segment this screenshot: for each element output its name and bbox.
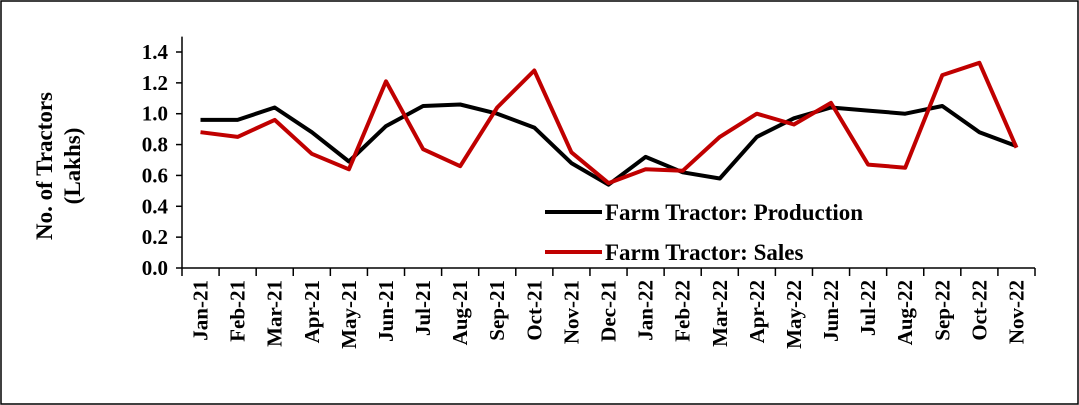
y-tick-label: 0.0 bbox=[142, 256, 168, 280]
x-tick-label: Oct-21 bbox=[522, 280, 546, 341]
x-tick-label: Aug-22 bbox=[893, 280, 917, 345]
x-tick-label: Sep-21 bbox=[485, 280, 509, 341]
y-tick-label: 0.2 bbox=[142, 225, 168, 249]
x-tick-label: May-21 bbox=[337, 280, 361, 349]
y-tick-label: 0.6 bbox=[142, 163, 168, 187]
x-tick-label: Dec-21 bbox=[597, 280, 621, 342]
x-tick-label: Nov-22 bbox=[1004, 280, 1028, 344]
x-tick-label: Sep-22 bbox=[930, 280, 954, 341]
legend-label: Farm Tractor: Sales bbox=[605, 240, 803, 265]
x-tick-label: Jun-22 bbox=[819, 280, 843, 342]
x-tick-label: Jul-22 bbox=[856, 280, 880, 336]
y-tick-label: 0.4 bbox=[142, 194, 169, 218]
x-tick-label: Jun-21 bbox=[374, 280, 398, 342]
x-tick-label: Feb-21 bbox=[226, 280, 250, 342]
x-tick-label: Mar-22 bbox=[708, 280, 732, 347]
y-axis-label-line: No. of Tractors bbox=[32, 92, 57, 240]
y-tick-label: 1.0 bbox=[142, 102, 168, 126]
x-tick-label: Apr-21 bbox=[300, 280, 324, 343]
y-tick-label: 1.4 bbox=[142, 40, 169, 64]
y-axis-label-line: (Lakhs) bbox=[60, 128, 85, 205]
y-tick-label: 0.8 bbox=[142, 133, 168, 157]
legend-label: Farm Tractor: Production bbox=[605, 200, 863, 225]
x-tick-label: May-22 bbox=[782, 280, 806, 349]
y-tick-label: 1.2 bbox=[142, 71, 168, 95]
y-axis-label: No. of Tractors (Lakhs) bbox=[32, 92, 85, 240]
x-tick-label: Apr-22 bbox=[745, 280, 769, 343]
x-tick-label: Oct-22 bbox=[967, 280, 991, 341]
series-line bbox=[200, 60, 1019, 186]
x-tick-label: Jan-21 bbox=[189, 280, 213, 341]
x-tick-label: Aug-21 bbox=[448, 280, 472, 345]
x-tick-label: Feb-22 bbox=[671, 280, 695, 342]
x-tick-label: Nov-21 bbox=[559, 280, 583, 344]
x-tick-label: Mar-21 bbox=[263, 280, 287, 347]
x-tick-label: Jan-22 bbox=[634, 280, 658, 341]
x-tick-label: Jul-21 bbox=[411, 280, 435, 336]
